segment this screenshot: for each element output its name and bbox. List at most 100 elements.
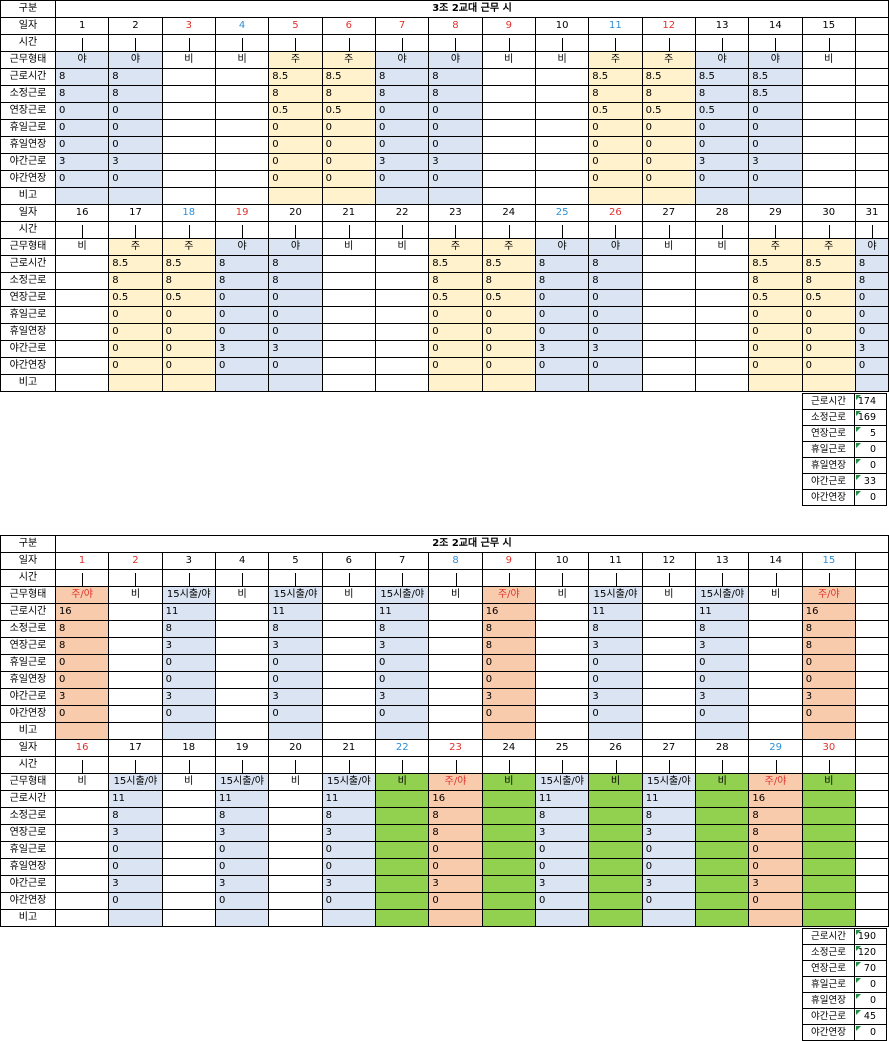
hours-cell: 8 xyxy=(428,807,483,825)
hours-cell: 0 xyxy=(694,136,750,154)
shift-type: 야 xyxy=(854,238,889,256)
hours-cell: 0 xyxy=(854,357,889,375)
hours-cell: 0 xyxy=(428,892,483,910)
remark-cell xyxy=(428,187,483,205)
empty-cell xyxy=(854,102,889,120)
hours-cell xyxy=(321,654,377,672)
summary-label: 연장근로 xyxy=(802,425,855,442)
remark-cell xyxy=(428,374,483,392)
hours-cell xyxy=(214,68,270,86)
hours-cell: 3 xyxy=(108,153,163,171)
empty-cell xyxy=(855,620,889,638)
remark-cell xyxy=(854,374,889,392)
shift-type: 주 xyxy=(748,238,803,256)
hours-cell xyxy=(321,323,376,341)
hours-cell xyxy=(54,790,110,808)
hours-cell: 3 xyxy=(534,875,590,893)
shift-type: 비 xyxy=(321,586,377,604)
hours-cell xyxy=(481,892,536,910)
empty-cell xyxy=(854,170,889,188)
time-label: 시간 xyxy=(0,756,56,774)
hours-cell xyxy=(428,637,483,655)
hours-cell: 8.5 xyxy=(481,255,536,273)
hours-cell xyxy=(801,68,856,86)
remark-cell xyxy=(214,909,270,927)
hours-cell: 0 xyxy=(534,306,590,324)
shift-type-label: 근무형태 xyxy=(0,238,56,256)
hours-cell xyxy=(481,858,536,876)
shift-type: 비 xyxy=(214,51,270,69)
hours-cell: 8 xyxy=(214,255,270,273)
row-label: 휴일근로 xyxy=(0,306,56,324)
hours-cell xyxy=(108,671,163,689)
hours-cell: 11 xyxy=(695,603,750,621)
time-slot xyxy=(108,756,163,774)
day-number: 25 xyxy=(534,739,590,757)
hours-cell: 0 xyxy=(695,705,750,723)
remark-cell xyxy=(321,909,377,927)
hours-cell: 3 xyxy=(428,875,483,893)
hours-cell: 0 xyxy=(268,289,323,307)
day-number: 14 xyxy=(748,17,803,35)
empty-cell xyxy=(855,603,889,621)
time-slot xyxy=(428,34,483,52)
hours-cell: 0 xyxy=(428,119,483,137)
hours-cell: 3 xyxy=(801,688,857,706)
row-label: 연장근로 xyxy=(0,637,56,655)
hours-cell xyxy=(54,875,110,893)
hours-cell: 0.5 xyxy=(428,289,483,307)
shift-type: 야 xyxy=(588,238,643,256)
empty-cell xyxy=(855,705,889,723)
hours-cell xyxy=(108,705,163,723)
hours-cell: 0 xyxy=(54,170,110,188)
time-slot xyxy=(428,569,483,587)
hours-cell xyxy=(268,875,323,893)
remark-cell xyxy=(54,722,110,740)
shift-type: 주 xyxy=(641,51,696,69)
hours-cell xyxy=(481,68,536,86)
row-label: 야간근로 xyxy=(0,688,56,706)
remark-cell xyxy=(214,722,270,740)
row-label: 휴일연장 xyxy=(0,858,56,876)
shift-type: 비 xyxy=(108,586,163,604)
hours-cell xyxy=(641,289,696,307)
day-number: 4 xyxy=(214,17,270,35)
hours-cell: 0 xyxy=(428,841,483,859)
time-label: 시간 xyxy=(0,34,56,52)
remark-cell xyxy=(588,374,643,392)
hours-cell: 0 xyxy=(54,654,110,672)
remark-cell xyxy=(695,722,750,740)
hours-cell xyxy=(108,603,163,621)
day-number: 19 xyxy=(214,739,270,757)
day-number: 15 xyxy=(801,17,856,35)
shift-type: 비 xyxy=(641,586,697,604)
remark-cell xyxy=(481,909,536,927)
hours-cell: 0 xyxy=(481,323,536,341)
shift-type: 비 xyxy=(214,586,270,604)
hours-cell: 8 xyxy=(428,824,483,842)
empty-cell xyxy=(855,824,889,842)
hours-cell: 0 xyxy=(375,671,430,689)
remark-cell xyxy=(108,722,163,740)
hours-cell xyxy=(481,102,536,120)
remark-cell xyxy=(534,909,590,927)
hours-cell xyxy=(588,824,643,842)
hours-cell xyxy=(214,688,270,706)
hours-cell: 3 xyxy=(268,340,323,358)
hours-cell: 0 xyxy=(108,841,163,859)
hours-cell xyxy=(481,790,536,808)
remark-cell xyxy=(161,722,216,740)
hours-cell: 0 xyxy=(54,136,110,154)
hours-cell: 0 xyxy=(161,671,216,689)
hours-cell xyxy=(481,807,536,825)
hours-cell: 8.5 xyxy=(748,255,803,273)
day-number: 19 xyxy=(214,204,270,222)
summary-table-2-team: 근로시간 190 소정근로 120 연장근로 70 휴일근로 0 휴일연장 0 야간근로 45 야간연장… xyxy=(802,928,887,1041)
day-number: 3 xyxy=(161,552,216,570)
hours-cell xyxy=(214,603,270,621)
hours-cell xyxy=(321,306,376,324)
hours-cell: 0 xyxy=(161,654,216,672)
hours-cell: 0 xyxy=(801,306,856,324)
day-number: 13 xyxy=(695,552,750,570)
hours-cell: 0 xyxy=(375,705,430,723)
